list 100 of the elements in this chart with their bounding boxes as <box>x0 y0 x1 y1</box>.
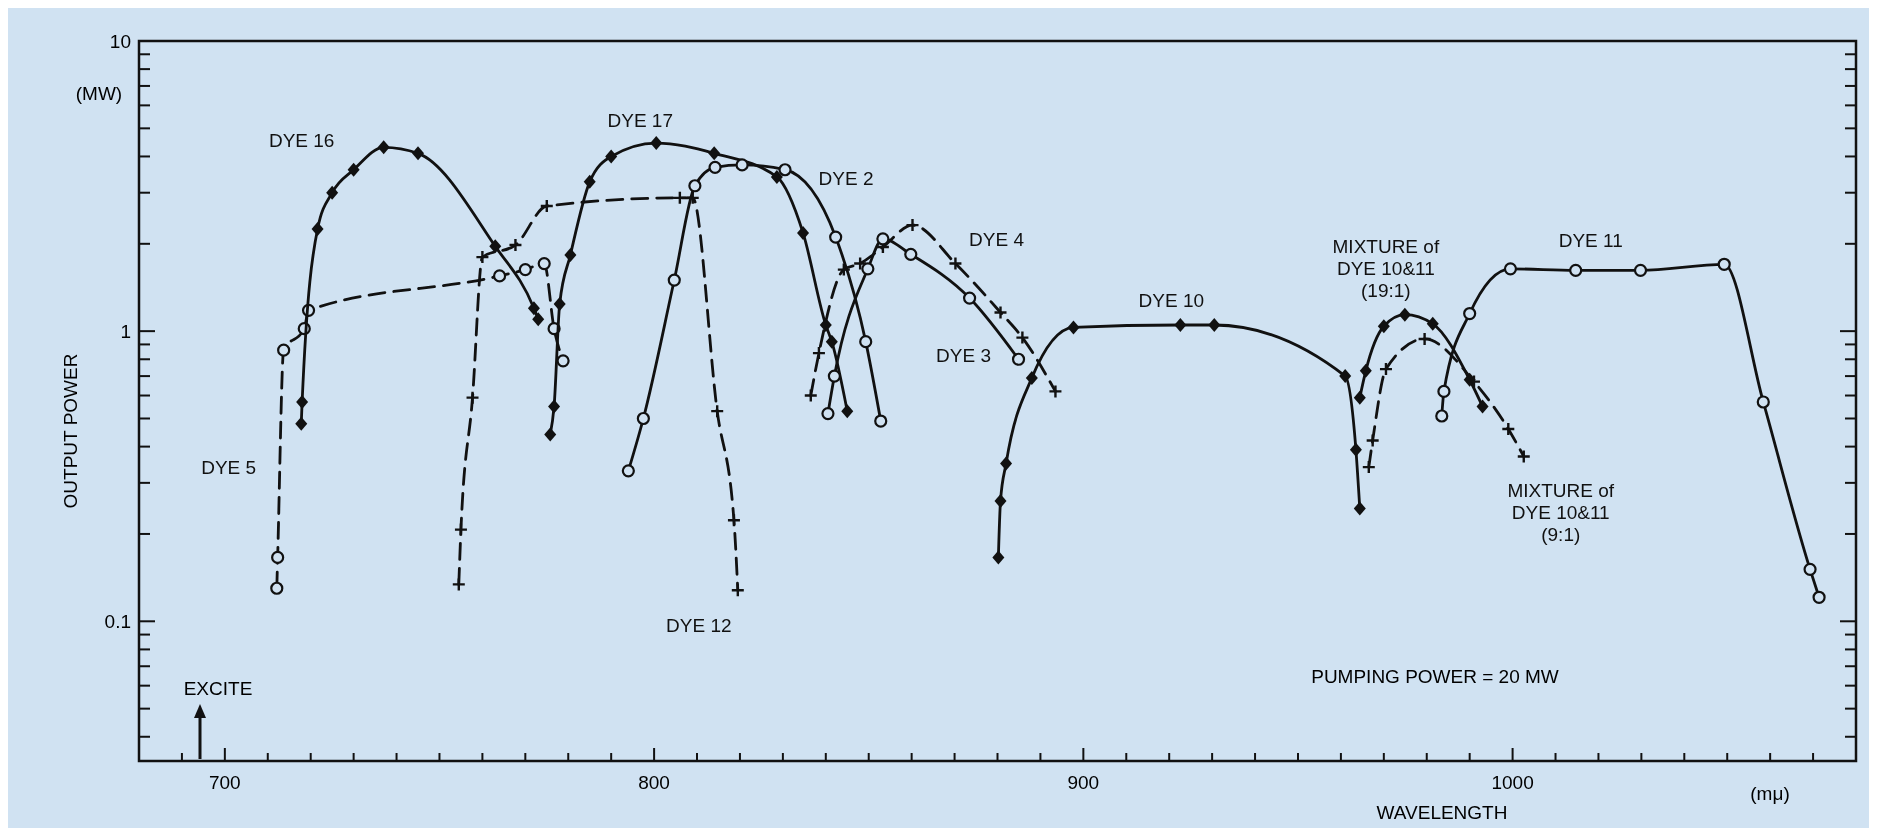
point <box>1756 395 1770 409</box>
point <box>874 414 888 428</box>
point <box>1435 409 1449 423</box>
point <box>685 190 700 206</box>
point <box>1339 369 1352 384</box>
x-tick-label: 900 <box>1067 772 1100 793</box>
point <box>688 179 702 193</box>
point <box>821 406 835 421</box>
point <box>735 158 749 172</box>
point <box>803 388 818 403</box>
point <box>544 427 557 442</box>
point <box>1377 319 1390 334</box>
point <box>553 297 566 312</box>
point <box>1437 384 1451 398</box>
point <box>963 291 977 305</box>
point <box>1353 501 1366 516</box>
y-axis-title: OUTPUT POWER <box>59 353 81 509</box>
x-tick-label: 1000 <box>1491 772 1534 793</box>
point <box>377 140 390 155</box>
point <box>1398 307 1411 322</box>
point <box>710 403 725 419</box>
y-tick-label: 1 <box>120 320 131 342</box>
point <box>326 185 339 200</box>
point <box>829 230 843 244</box>
point <box>270 581 284 595</box>
series-label: DYE 4 <box>969 228 1025 250</box>
point <box>1365 433 1380 448</box>
point <box>708 146 721 161</box>
point <box>1803 562 1817 576</box>
point <box>827 369 841 383</box>
point <box>1463 306 1477 321</box>
point <box>770 169 783 184</box>
point <box>948 256 963 271</box>
point <box>583 174 596 189</box>
x-axis-title: WAVELENGTH <box>1376 802 1508 823</box>
series-label: DYE 11 <box>1558 229 1623 251</box>
y-tick-label: 10 <box>109 30 131 52</box>
point <box>994 493 1007 508</box>
series-label: DYE 3 <box>936 344 991 366</box>
point <box>852 256 868 271</box>
point <box>708 160 722 174</box>
point <box>605 149 618 164</box>
point <box>1000 456 1013 471</box>
x-tick-label: 700 <box>209 772 241 793</box>
point <box>532 312 545 327</box>
point <box>1359 363 1372 378</box>
point <box>861 262 875 276</box>
point <box>1476 399 1489 414</box>
point <box>672 190 688 206</box>
point <box>636 411 650 426</box>
point <box>1349 442 1362 457</box>
point <box>811 345 827 361</box>
point <box>1516 449 1531 464</box>
point <box>271 550 285 565</box>
point <box>451 577 466 592</box>
point <box>465 390 480 405</box>
point <box>537 256 551 271</box>
point <box>527 301 540 316</box>
point <box>548 399 561 414</box>
point <box>1633 263 1648 277</box>
point <box>841 404 854 419</box>
point <box>992 550 1005 565</box>
point <box>1717 257 1731 271</box>
point <box>492 269 507 283</box>
point <box>518 262 532 277</box>
point <box>539 198 554 214</box>
point <box>730 582 745 598</box>
point <box>836 262 852 277</box>
point <box>475 249 490 265</box>
point <box>1361 459 1376 475</box>
point <box>859 335 873 349</box>
point <box>1025 370 1038 385</box>
point <box>453 522 469 537</box>
series-label: DYE 16 <box>268 129 335 151</box>
point <box>1174 318 1187 332</box>
series-label: DYE 17 <box>607 109 673 131</box>
text: (mμ) <box>1750 782 1790 804</box>
series-label: DYE 10 <box>1138 289 1205 311</box>
annotation: PUMPING POWER = 20 MW <box>1311 665 1559 687</box>
point <box>1378 361 1394 377</box>
point <box>556 354 570 368</box>
point <box>508 237 523 253</box>
point <box>564 248 577 262</box>
point <box>1503 262 1518 276</box>
point <box>295 416 308 431</box>
point <box>1426 316 1439 331</box>
point <box>412 146 425 161</box>
series-label: MIXTURE of DYE 10&11 (19:1) <box>1332 236 1440 302</box>
point <box>1011 352 1026 366</box>
x-tick-label: 800 <box>638 772 670 793</box>
point <box>825 334 838 349</box>
series-label: DYE 5 <box>201 456 257 478</box>
point <box>277 343 291 357</box>
point <box>667 273 681 287</box>
text: (MW) <box>75 82 123 104</box>
point <box>1417 331 1432 347</box>
point <box>1569 263 1583 277</box>
point <box>1067 320 1080 335</box>
point <box>1048 384 1063 399</box>
series-label: DYE 2 <box>818 168 874 190</box>
